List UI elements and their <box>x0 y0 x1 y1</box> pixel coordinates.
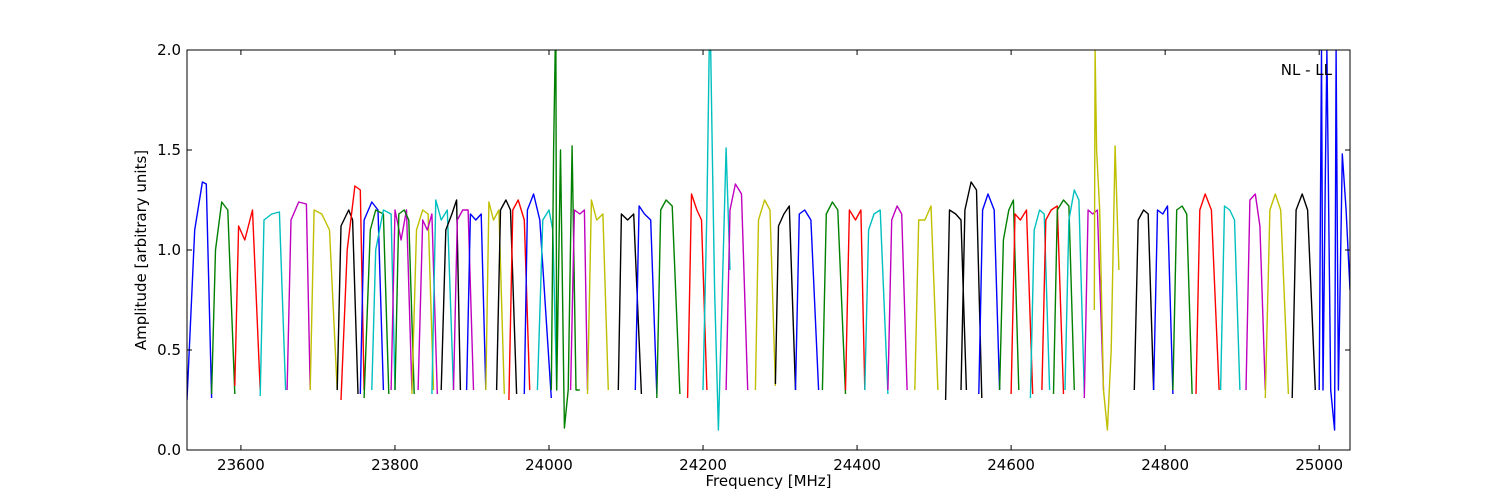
series-line-13 <box>411 209 435 395</box>
x-tick-label: 24000 <box>525 456 573 474</box>
series-line-36 <box>821 201 847 395</box>
series-line-1 <box>210 201 236 395</box>
series-line-50 <box>1083 209 1105 399</box>
series-line-23 <box>536 209 558 391</box>
series-line-57 <box>1245 193 1266 391</box>
series-line-31 <box>702 50 731 431</box>
y-axis-label: Amplitude [arbitrary units] <box>132 150 150 350</box>
series-line-51 <box>1093 50 1120 431</box>
series-line-47 <box>1041 205 1065 395</box>
series-line-55 <box>1195 193 1220 395</box>
series-line-29 <box>656 199 681 399</box>
series-line-49 <box>1064 189 1085 395</box>
x-tick-label: 23600 <box>217 456 265 474</box>
x-tick-label: 24400 <box>833 456 881 474</box>
series-line-2 <box>234 209 261 391</box>
series-line-56 <box>1219 205 1241 391</box>
y-tick-label: 1.5 <box>157 141 181 159</box>
y-tick-label: 0.5 <box>157 341 181 359</box>
x-tick-label: 25000 <box>1295 456 1343 474</box>
series-line-26 <box>586 199 609 395</box>
series-line-8 <box>359 201 385 395</box>
series-line-18 <box>465 213 487 391</box>
series-line-12 <box>394 209 415 395</box>
x-tick-label: 24600 <box>987 456 1035 474</box>
plot-annotation: NL - LL <box>1281 61 1333 79</box>
series-line-3 <box>259 211 287 397</box>
series-line-6 <box>336 209 359 395</box>
series-line-39 <box>887 205 908 391</box>
series-line-27 <box>617 213 643 395</box>
x-tick-label: 23800 <box>371 456 419 474</box>
series-line-46 <box>1029 209 1051 399</box>
series-line-34 <box>774 205 797 391</box>
series-line-22 <box>523 193 552 399</box>
series-line-16 <box>440 199 462 391</box>
series-line-17 <box>452 209 475 391</box>
y-tick-label: 1.0 <box>157 241 181 259</box>
y-tick-label: 0.0 <box>157 441 181 459</box>
series-line-33 <box>754 199 777 391</box>
series-line-7 <box>340 185 365 401</box>
x-tick-label: 24800 <box>1141 456 1189 474</box>
series-line-35 <box>794 209 820 391</box>
series-line-53 <box>1152 205 1174 395</box>
series-line-20 <box>495 199 518 395</box>
series-line-11 <box>390 209 413 391</box>
series-line-28 <box>634 205 658 395</box>
series-line-32 <box>725 183 749 391</box>
series-line-9 <box>363 209 390 399</box>
series-line-10 <box>371 209 396 391</box>
series-line-54 <box>1172 205 1193 395</box>
series-line-30 <box>686 193 708 399</box>
series-line-44 <box>998 199 1020 391</box>
series-line-5 <box>309 209 338 391</box>
series-line-0 <box>187 181 213 401</box>
series-line-38 <box>864 209 889 395</box>
series-line-59 <box>1291 193 1316 399</box>
series-line-45 <box>1010 209 1034 395</box>
series-line-42 <box>960 181 983 399</box>
series-line-19 <box>485 201 505 395</box>
ticks-layer: 23600 23800 24000 24200 24400 24600 24800 25000… <box>157 41 1350 474</box>
series-line-25 <box>569 209 589 391</box>
series-line-60 <box>1318 50 1350 431</box>
series-line-52 <box>1133 209 1155 391</box>
series-line-58 <box>1264 193 1290 399</box>
series-line-4 <box>286 201 311 391</box>
series-line-48 <box>1052 199 1075 395</box>
series-layer <box>187 50 1350 431</box>
series-line-40 <box>914 205 939 391</box>
x-axis-label: Frequency [MHz] <box>705 472 831 490</box>
series-line-15 <box>431 199 455 395</box>
series-line-43 <box>978 193 1001 395</box>
y-tick-label: 2.0 <box>157 41 181 59</box>
series-line-37 <box>844 209 866 391</box>
x-tick-label: 24200 <box>679 456 727 474</box>
